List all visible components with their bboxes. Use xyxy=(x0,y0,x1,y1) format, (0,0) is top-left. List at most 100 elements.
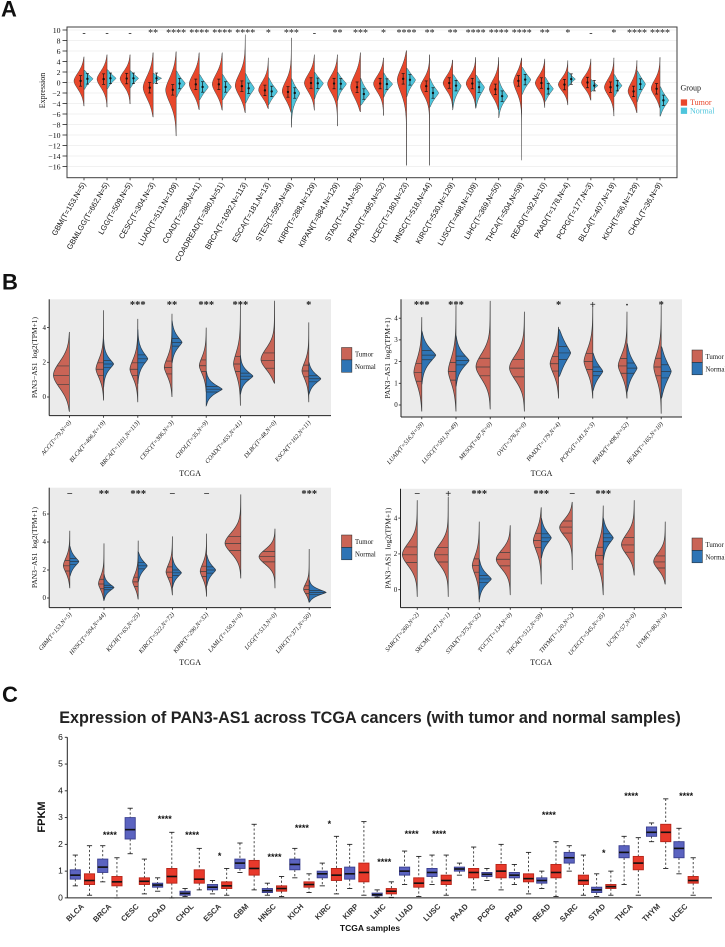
svg-text:2: 2 xyxy=(43,359,47,367)
svg-text:****: **** xyxy=(466,28,486,39)
svg-text:***: *** xyxy=(301,489,317,500)
svg-text:*: * xyxy=(306,300,311,311)
svg-text:PAN3−AS1 log2(TPM+1): PAN3−AS1 log2(TPM+1) xyxy=(30,316,39,398)
svg-text:−: − xyxy=(414,489,420,500)
svg-text:TCGA: TCGA xyxy=(530,658,552,667)
svg-text:****: **** xyxy=(397,28,417,39)
svg-text:FPKM: FPKM xyxy=(36,801,48,832)
svg-text:2: 2 xyxy=(394,358,398,366)
svg-text:**: ** xyxy=(167,300,178,311)
svg-text:Tumor: Tumor xyxy=(355,539,374,546)
svg-text:Normal: Normal xyxy=(706,366,725,373)
svg-text:1: 1 xyxy=(394,380,398,388)
svg-text:*: * xyxy=(218,851,222,861)
svg-text:PAN3−AS1 log2(TPM+1): PAN3−AS1 log2(TPM+1) xyxy=(384,507,393,589)
svg-text:−16: −16 xyxy=(48,162,60,171)
svg-text:−4: −4 xyxy=(52,99,60,108)
svg-text:****: **** xyxy=(212,28,232,39)
svg-text:****: **** xyxy=(512,28,532,39)
svg-text:4: 4 xyxy=(57,57,61,66)
svg-text:A: A xyxy=(1,0,17,22)
svg-text:*: * xyxy=(602,848,606,858)
svg-text:****: **** xyxy=(295,823,310,833)
svg-text:*: * xyxy=(565,28,570,39)
svg-text:***: *** xyxy=(414,300,430,311)
svg-text:−: − xyxy=(169,489,175,500)
svg-text:-: - xyxy=(105,28,108,39)
svg-text:***: *** xyxy=(198,300,214,311)
svg-text:Expression of PAN3-AS1 across: Expression of PAN3-AS1 across TCGA cance… xyxy=(59,709,681,727)
svg-text:Tumor: Tumor xyxy=(706,354,725,361)
svg-text:***: *** xyxy=(595,489,611,500)
svg-text:·: · xyxy=(625,300,629,311)
svg-text:0: 0 xyxy=(43,393,47,401)
svg-text:C: C xyxy=(2,682,18,707)
svg-text:−10: −10 xyxy=(48,131,60,140)
svg-text:4: 4 xyxy=(394,314,398,322)
svg-text:****: **** xyxy=(189,28,209,39)
svg-text:−14: −14 xyxy=(48,152,60,161)
svg-text:0: 0 xyxy=(58,892,63,902)
svg-text:0: 0 xyxy=(394,586,398,594)
svg-text:*: * xyxy=(611,28,616,39)
svg-text:****: **** xyxy=(650,28,670,39)
svg-text:−12: −12 xyxy=(48,141,60,150)
svg-text:TCGA: TCGA xyxy=(531,469,553,478)
svg-text:Tumor: Tumor xyxy=(355,351,374,358)
svg-text:***: *** xyxy=(284,28,299,39)
svg-text:****: **** xyxy=(405,829,420,839)
svg-text:1: 1 xyxy=(58,866,63,876)
svg-text:-: - xyxy=(128,28,131,39)
svg-text:****: **** xyxy=(542,810,557,820)
svg-text:PAN3−AS1 log2(TPM+1): PAN3−AS1 log2(TPM+1) xyxy=(383,317,392,399)
svg-text:−: − xyxy=(569,489,575,500)
svg-text:****: **** xyxy=(489,28,509,39)
svg-text:****: **** xyxy=(377,857,392,867)
svg-text:****: **** xyxy=(679,791,694,801)
svg-text:****: **** xyxy=(624,791,639,801)
svg-text:0: 0 xyxy=(394,401,398,409)
svg-text:**: ** xyxy=(99,489,110,500)
svg-text:-: - xyxy=(313,28,316,39)
svg-text:***: *** xyxy=(471,489,487,500)
svg-text:**: ** xyxy=(148,28,158,39)
svg-text:2: 2 xyxy=(394,550,398,558)
svg-text:6: 6 xyxy=(58,732,63,742)
svg-text:****: **** xyxy=(235,28,255,39)
svg-text:*: * xyxy=(381,28,386,39)
svg-text:****: **** xyxy=(158,814,173,824)
svg-text:4: 4 xyxy=(58,785,63,795)
svg-text:*: * xyxy=(328,819,332,829)
svg-text:****: **** xyxy=(166,28,186,39)
svg-text:2: 2 xyxy=(58,839,63,849)
svg-text:B: B xyxy=(2,270,18,295)
svg-text:+: + xyxy=(590,300,596,311)
svg-text:3: 3 xyxy=(394,336,398,344)
svg-text:Normal: Normal xyxy=(355,364,376,371)
svg-text:TCGA samples: TCGA samples xyxy=(340,923,400,933)
svg-text:4: 4 xyxy=(394,514,398,522)
svg-text:***: *** xyxy=(533,489,549,500)
svg-text:****: **** xyxy=(103,830,118,840)
svg-text:Normal: Normal xyxy=(690,106,715,115)
svg-text:****: **** xyxy=(185,830,200,840)
svg-text:-: - xyxy=(589,28,592,39)
svg-text:TCGA: TCGA xyxy=(179,469,201,478)
svg-text:***: *** xyxy=(448,300,464,311)
svg-text:−2: −2 xyxy=(52,89,60,98)
svg-text:**: ** xyxy=(540,28,550,39)
svg-text:0: 0 xyxy=(57,78,61,87)
svg-text:TCGA: TCGA xyxy=(179,658,201,667)
svg-text:-: - xyxy=(82,28,85,39)
svg-text:−8: −8 xyxy=(52,120,60,129)
svg-text:***: *** xyxy=(130,300,146,311)
svg-text:PAN3−AS1 log2(TPM+1): PAN3−AS1 log2(TPM+1) xyxy=(30,507,39,589)
svg-text:4: 4 xyxy=(43,324,47,332)
svg-text:3: 3 xyxy=(58,812,63,822)
svg-text:−: − xyxy=(67,489,73,500)
svg-text:**: ** xyxy=(448,28,458,39)
svg-text:Expression: Expression xyxy=(38,73,47,109)
svg-text:****: **** xyxy=(432,829,447,839)
svg-text:0: 0 xyxy=(43,594,47,602)
svg-text:**: ** xyxy=(425,28,435,39)
